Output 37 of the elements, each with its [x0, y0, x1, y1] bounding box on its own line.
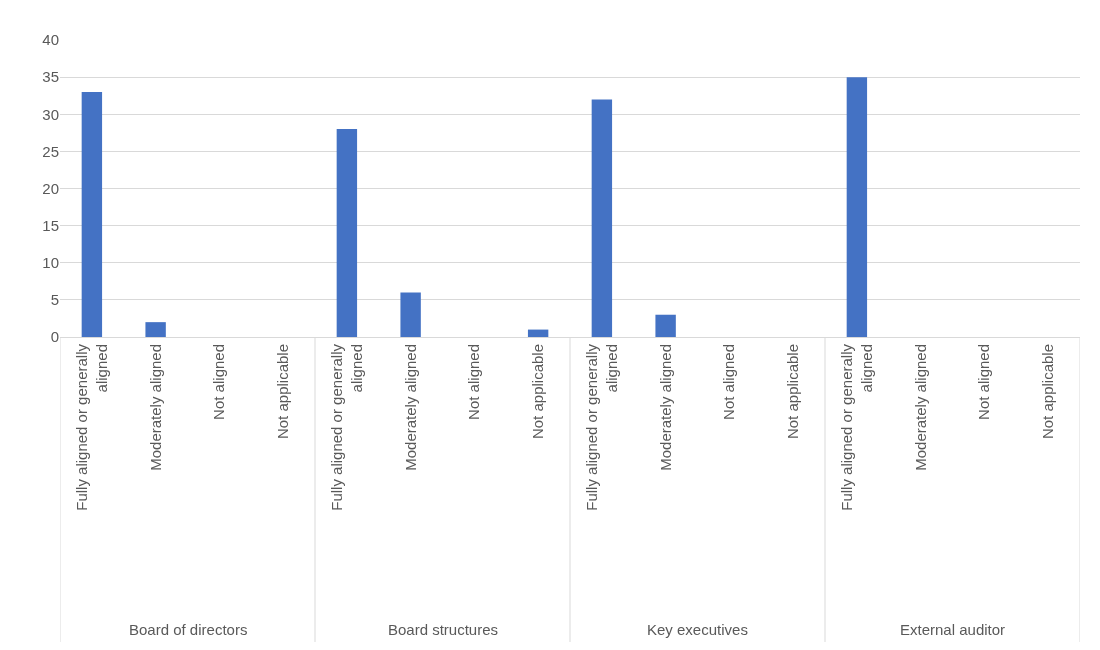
x-tick-label: Not applicable — [1039, 344, 1057, 440]
bar — [527, 329, 549, 337]
x-tick-label: Fully aligned or generally aligned — [583, 343, 620, 511]
y-tick-label: 15 — [42, 216, 59, 234]
text: Board of directors — [129, 621, 248, 638]
x-tick-label: Fully aligned or generally aligned — [838, 343, 875, 511]
x-tick-label: Fully aligned or generally aligned — [73, 343, 110, 511]
x-tick-label: Moderately aligned — [656, 344, 674, 471]
text: External auditor — [900, 621, 1006, 638]
x-tick-label: Not applicable — [274, 344, 292, 440]
bar — [846, 77, 868, 337]
y-tick-label: 5 — [50, 291, 59, 309]
bar — [81, 91, 103, 337]
x-tick-label: Not aligned — [720, 344, 738, 420]
x-tick-label: Not aligned — [975, 344, 993, 420]
x-tick-label: Moderately aligned — [146, 344, 164, 471]
bar — [591, 99, 613, 337]
bar — [336, 129, 358, 337]
x-tick-label: Not aligned — [465, 344, 483, 420]
y-tick-label: 35 — [42, 68, 59, 86]
x-tick-label: Not aligned — [210, 344, 228, 420]
x-tick-label: Not applicable — [784, 344, 802, 440]
y-tick-label: 25 — [42, 142, 59, 160]
y-tick-label: 40 — [42, 31, 59, 49]
y-tick-label: 20 — [42, 179, 59, 197]
y-tick-label: 10 — [42, 254, 59, 271]
y-tick-label: 0 — [50, 328, 59, 346]
x-tick-label: Moderately aligned — [401, 344, 419, 471]
x-tick-label: Moderately aligned — [911, 344, 929, 471]
y-tick-label: 30 — [42, 105, 59, 123]
x-tick-label: Not applicable — [529, 344, 547, 440]
bar — [400, 292, 421, 337]
text: Board structures — [388, 621, 499, 638]
bar — [145, 322, 166, 337]
x-tick-label: Fully aligned or generally aligned — [328, 343, 365, 511]
text: Key executives — [647, 621, 748, 638]
bar — [655, 314, 676, 337]
